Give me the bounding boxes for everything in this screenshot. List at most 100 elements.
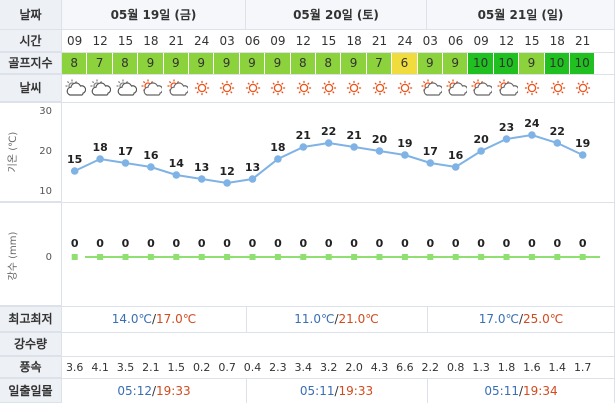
rain-point [325,254,332,260]
golf-index-cell: 9 [138,52,164,74]
temp-point [96,155,104,163]
day-header-1: 05월 19일 (금) [62,0,246,30]
rain-label: 0 [553,237,561,250]
rain-point [274,254,281,260]
sun-icon [394,78,416,98]
temp-point [375,147,384,155]
partly-cloudy-icon [89,78,112,98]
sun-icon [547,78,569,98]
rain-point [351,254,358,260]
temp-label: 18 [92,141,107,154]
time-cell: 24 [397,34,413,48]
min-temp: 11.0℃ [294,312,335,326]
rain-label: 0 [477,237,485,250]
temp-point [426,159,435,167]
sun-icon [521,78,543,98]
temp-point [477,147,485,155]
max-temp: 25.0℃ [523,312,564,326]
minmax-day-1: 14.0℃/17.0℃ [111,312,197,326]
rain-point [71,254,78,260]
golf-index-cell: 8 [316,52,342,74]
time-cell: 09 [270,34,286,48]
wind-header: 풍속 [0,356,62,378]
temp-point [451,163,460,171]
rain-label: 0 [579,237,587,250]
max-temp: 17.0℃ [156,312,197,326]
temp-label: 13 [245,161,260,174]
rain-chart-axis-cell [0,202,62,306]
min-temp: 17.0℃ [478,312,519,326]
sun-icon [267,78,289,98]
rain-label: 0 [198,237,206,250]
temp-label: 20 [372,133,388,146]
time-cell: 15 [524,34,540,48]
temp-point [223,179,231,187]
golf-index-cell: 9 [189,52,215,74]
temp-label: 19 [575,137,590,150]
wind-cell: 3.6 [65,360,84,374]
sun-cloud-icon [166,78,189,98]
precip-header: 강수량 [0,332,62,356]
golf-index-cell: 10 [544,52,570,74]
golf-index-cell: 10 [493,52,520,74]
rain-point [528,254,535,260]
sunrise-time: 05:11 [484,383,519,398]
sunset-time: 19:33 [338,383,374,398]
wind-cell: 6.6 [396,360,414,374]
date-header: 날짜 [0,0,62,30]
day-header-3: 05월 21일 (일) [427,0,615,30]
temp-label: 17 [423,145,438,158]
rain-label: 0 [122,237,130,250]
rain-point [122,254,129,260]
sun-cloud-icon [420,78,443,98]
temp-label: 17 [118,145,133,158]
time-cell: 09 [473,34,489,48]
sun-header: 일출일몰 [0,378,62,403]
rain-label: 0 [401,237,409,250]
golf-index-cell: 6 [392,52,418,74]
rain-label: 0 [223,237,231,250]
sun-icon [242,78,264,98]
wind-cell: 0.8 [446,360,465,374]
rain-axis-label: 강수 (mm) [7,231,19,280]
temp-point [197,175,206,183]
temp-point [274,155,282,163]
wind-cell: 2.0 [345,360,363,374]
temp-label: 21 [296,129,311,142]
time-cell: 15 [321,34,337,48]
rain-label: 0 [325,237,333,250]
time-cell: 18 [143,34,159,48]
golf-index-cell: 9 [519,52,545,74]
time-cell: 03 [422,34,438,48]
rain-point [198,254,205,260]
temp-point [299,143,308,151]
temp-point [324,139,333,147]
temp-label: 18 [270,141,285,154]
rain-point [224,254,231,260]
temp-label: 12 [219,165,234,178]
rain-point [478,254,485,260]
golf-index-cell: 10 [468,52,494,74]
golf-index-header: 골프지수 [0,52,62,74]
temp-label: 13 [194,161,209,174]
temp-tick-20: 20 [39,146,52,157]
rain-point [249,254,256,260]
rain-label: 0 [528,237,536,250]
day-header-2: 05월 20일 (토) [246,0,427,30]
forecast-charts: 30 20 10 기온 (℃) 0 강수 (mm) 15 18 17 16 14 13 12… [7,106,600,280]
rain-point [401,254,408,260]
golf-index-cell: 9 [443,52,469,74]
golf-index-cell: 9 [265,52,291,74]
sunrise-time: 05:12 [117,383,152,398]
temp-point [528,131,536,139]
golf-index-cell: 9 [417,52,443,74]
sun-cloud-icon [140,78,164,98]
sun-cloud-icon [470,78,494,98]
golf-index-cell: 9 [163,52,189,74]
rain-point [147,254,154,260]
rain-point [554,254,561,260]
temp-label: 22 [321,125,336,138]
rain-point [503,254,510,260]
temp-tick-10: 10 [39,186,52,197]
